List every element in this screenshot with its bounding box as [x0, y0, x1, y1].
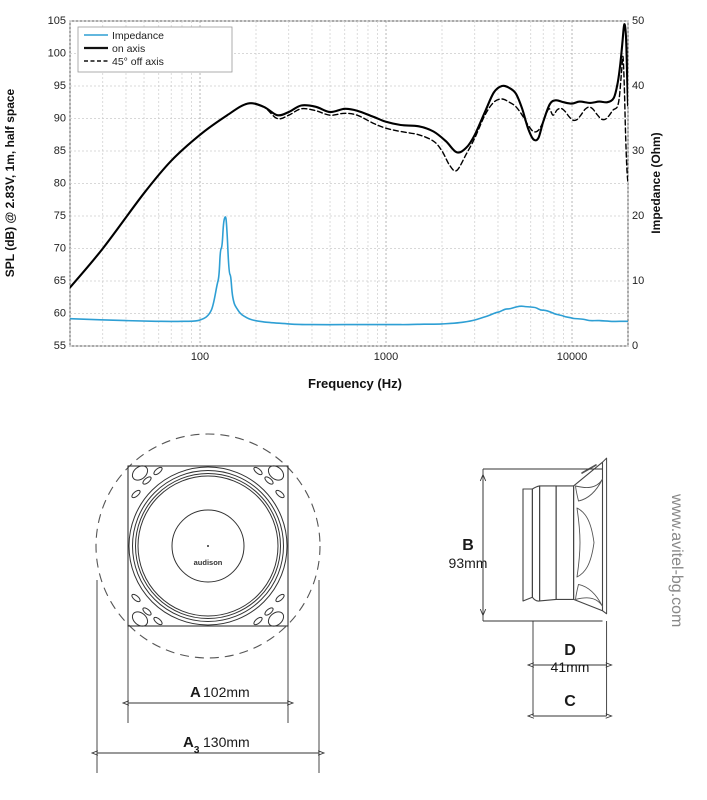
- svg-text:A: A: [190, 684, 201, 701]
- svg-text:85: 85: [54, 145, 66, 157]
- svg-text:40: 40: [632, 80, 644, 92]
- svg-text:on axis: on axis: [112, 43, 145, 55]
- svg-text:Impedance (Ohm): Impedance (Ohm): [649, 132, 663, 233]
- svg-text:30: 30: [632, 145, 644, 157]
- svg-text:audison: audison: [194, 558, 223, 567]
- svg-text:0: 0: [632, 340, 638, 352]
- svg-text:80: 80: [54, 178, 66, 190]
- svg-text:100: 100: [48, 48, 66, 60]
- svg-text:90: 90: [54, 113, 66, 125]
- svg-text:SPL (dB) @ 2.83V, 1m, half spa: SPL (dB) @ 2.83V, 1m, half space: [3, 88, 17, 277]
- svg-text:60: 60: [54, 308, 66, 320]
- svg-text:50: 50: [632, 15, 644, 27]
- svg-text:www.avitel-bg.com: www.avitel-bg.com: [668, 493, 685, 627]
- svg-text:65: 65: [54, 275, 66, 287]
- svg-text:1000: 1000: [374, 351, 398, 363]
- svg-text:55: 55: [54, 340, 66, 352]
- svg-text:105: 105: [48, 15, 66, 27]
- svg-text:70: 70: [54, 243, 66, 255]
- svg-text:20: 20: [632, 210, 644, 222]
- svg-text:130mm: 130mm: [203, 734, 250, 750]
- svg-text:75: 75: [54, 210, 66, 222]
- svg-text:93mm: 93mm: [449, 555, 488, 571]
- svg-text:10: 10: [632, 275, 644, 287]
- svg-text:10000: 10000: [557, 351, 588, 363]
- svg-text:C: C: [564, 693, 576, 710]
- svg-text:A3: A3: [183, 734, 200, 756]
- svg-text:Frequency (Hz): Frequency (Hz): [308, 376, 402, 391]
- svg-text:Impedance: Impedance: [112, 30, 164, 42]
- svg-text:102mm: 102mm: [203, 684, 250, 700]
- svg-text:45° off axis: 45° off axis: [112, 56, 164, 68]
- svg-text:D: D: [564, 642, 576, 659]
- svg-text:100: 100: [191, 351, 209, 363]
- svg-text:41mm: 41mm: [551, 659, 590, 675]
- svg-text:95: 95: [54, 80, 66, 92]
- svg-text:B: B: [462, 537, 474, 554]
